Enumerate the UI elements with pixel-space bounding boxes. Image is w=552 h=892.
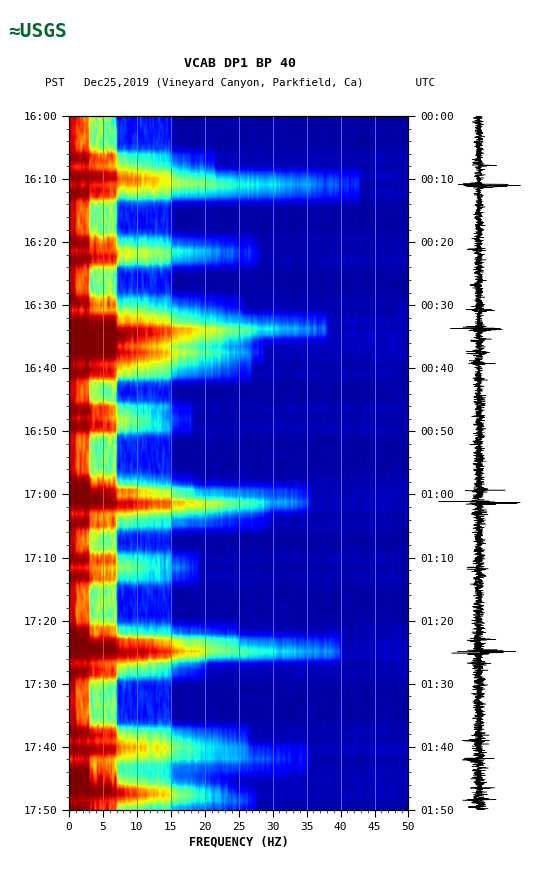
X-axis label: FREQUENCY (HZ): FREQUENCY (HZ) — [189, 836, 289, 849]
Text: PST   Dec25,2019 (Vineyard Canyon, Parkfield, Ca)        UTC: PST Dec25,2019 (Vineyard Canyon, Parkfie… — [45, 78, 435, 88]
Text: VCAB DP1 BP 40: VCAB DP1 BP 40 — [184, 57, 296, 70]
Text: ≈USGS: ≈USGS — [8, 22, 67, 41]
